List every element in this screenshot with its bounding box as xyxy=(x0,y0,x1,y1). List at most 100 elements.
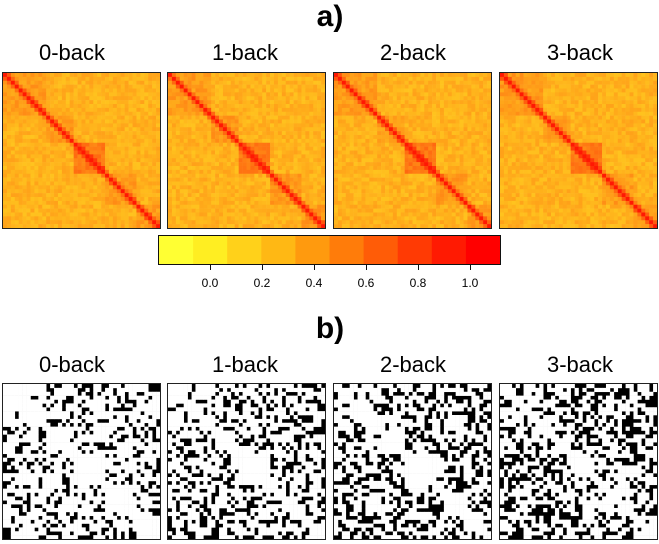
heatmap-cell xyxy=(195,193,200,198)
heatmap-cell xyxy=(337,204,343,209)
heatmap-cell xyxy=(341,162,347,167)
heatmap-cell xyxy=(168,73,173,78)
heatmap-cell xyxy=(345,119,350,124)
heatmap-cell xyxy=(349,135,354,140)
heatmap-cell xyxy=(321,154,325,159)
heatmap-cell xyxy=(81,204,86,209)
heatmap-cell xyxy=(377,162,382,167)
heatmap-cell xyxy=(289,150,294,155)
heatmap-cell xyxy=(136,166,141,171)
heatmap-cell xyxy=(451,189,456,194)
heatmap-cell xyxy=(447,84,453,89)
heatmap-cell xyxy=(140,150,145,155)
heatmap-cell xyxy=(10,169,16,175)
heatmap-cell xyxy=(207,135,212,140)
heatmap-cell xyxy=(246,84,251,89)
heatmap-cell xyxy=(132,111,137,116)
heatmap-cell xyxy=(179,200,184,206)
heatmap-cell xyxy=(211,135,216,140)
heatmap-cell xyxy=(353,185,358,190)
heatmap-cell xyxy=(112,181,118,186)
heatmap-cell xyxy=(246,88,251,93)
heatmap-cell xyxy=(369,127,374,132)
matrix-label-a-0: 0-back xyxy=(38,40,106,65)
heatmap-cell xyxy=(373,154,378,159)
heatmap-cell xyxy=(156,84,160,89)
heatmap-cell xyxy=(42,177,47,182)
heatmap-cell xyxy=(242,150,247,155)
heatmap-cell xyxy=(148,100,153,105)
heatmap-cell xyxy=(14,135,19,140)
heatmap-cell xyxy=(175,127,181,132)
heatmap-cell xyxy=(132,104,137,109)
heatmap-cell xyxy=(377,216,382,221)
heatmap-cell xyxy=(467,189,472,194)
heatmap-cell xyxy=(215,212,220,217)
heatmap-cell xyxy=(203,189,208,194)
heatmap-cell xyxy=(432,154,437,159)
heatmap-cell xyxy=(357,189,362,194)
heatmap-cell xyxy=(420,216,425,221)
heatmap-cell xyxy=(116,92,122,97)
heatmap-cell xyxy=(270,107,275,113)
heatmap-cell xyxy=(428,142,433,147)
heatmap-cell xyxy=(246,220,251,225)
heatmap-cell xyxy=(337,115,343,120)
heatmap-cell xyxy=(270,169,275,175)
heatmap-cell xyxy=(112,189,118,194)
heatmap-cell xyxy=(507,80,513,85)
heatmap-cell xyxy=(168,115,173,120)
heatmap-cell xyxy=(285,173,290,178)
heatmap-cell xyxy=(273,158,279,163)
heatmap-cell xyxy=(479,212,484,217)
heatmap-cell xyxy=(6,162,12,167)
heatmap-cell xyxy=(108,204,114,209)
heatmap-cell xyxy=(353,127,358,132)
heatmap-cell xyxy=(105,84,110,89)
heatmap-cell xyxy=(649,76,654,82)
heatmap-cell xyxy=(459,154,464,159)
heatmap-cell xyxy=(222,200,228,206)
heatmap-cell xyxy=(337,200,343,206)
heatmap-cell xyxy=(242,224,247,228)
heatmap-cell xyxy=(46,185,51,190)
heatmap-cell xyxy=(230,88,236,93)
heatmap-cell xyxy=(183,150,188,155)
heatmap-cell xyxy=(317,158,322,163)
heatmap-cell xyxy=(365,131,370,136)
heatmap-cell xyxy=(416,123,421,128)
heatmap-cell xyxy=(175,197,181,202)
heatmap-cell xyxy=(77,216,82,221)
heatmap-cell xyxy=(3,84,8,89)
heatmap-cell xyxy=(6,131,12,136)
heatmap-cell xyxy=(57,119,63,124)
heatmap-cell xyxy=(22,166,27,171)
heatmap-cell xyxy=(144,142,149,147)
heatmap-cell xyxy=(46,169,51,175)
heatmap-cell xyxy=(14,185,19,190)
heatmap-cell xyxy=(381,169,386,175)
heatmap-cell xyxy=(309,131,314,136)
heatmap-cell xyxy=(313,76,318,82)
heatmap-cell xyxy=(436,142,441,147)
heatmap-cell xyxy=(487,138,491,144)
heatmap-cell xyxy=(424,96,429,101)
heatmap-cell xyxy=(408,127,413,132)
heatmap-cell xyxy=(396,208,402,213)
heatmap-cell xyxy=(26,162,31,167)
heatmap-cell xyxy=(148,142,153,147)
heatmap-cell xyxy=(18,208,23,213)
heatmap-cell xyxy=(215,119,220,124)
heatmap-cell xyxy=(277,115,283,120)
heatmap-cell xyxy=(101,220,106,225)
heatmap-cell xyxy=(301,92,306,97)
heatmap-cell xyxy=(361,158,366,163)
heatmap-cell xyxy=(297,216,302,221)
heatmap-cell xyxy=(262,107,267,113)
heatmap-cell xyxy=(203,193,208,198)
heatmap-cell xyxy=(321,212,325,217)
heatmap-cell xyxy=(61,220,67,225)
heatmap-cell xyxy=(50,216,55,221)
heatmap-cell xyxy=(373,138,378,144)
heatmap-cell xyxy=(396,181,402,186)
